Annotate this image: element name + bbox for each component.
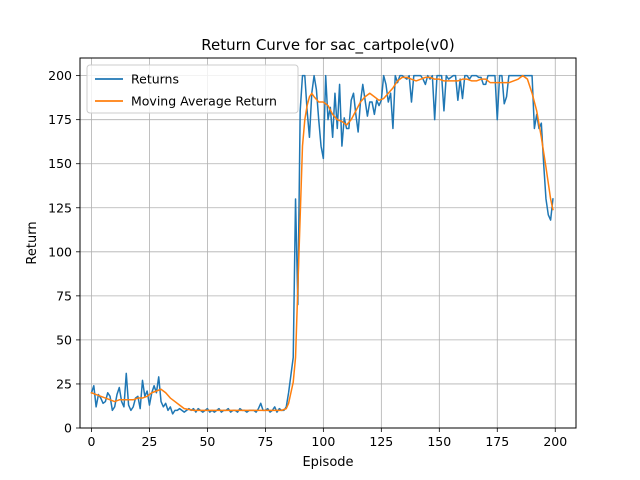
- y-tick-label: 150: [48, 156, 72, 171]
- y-axis-label: Return: [25, 221, 40, 264]
- series-line-moving-average: [90, 74, 554, 412]
- series-layer: [90, 74, 554, 415]
- legend-box: [86, 64, 299, 114]
- legend: Returns Moving Average Return: [86, 64, 299, 114]
- y-tick-label: 175: [48, 112, 72, 127]
- ticks: 0 25 50 75 100 125 150 175 200 0 25 50 75 100 125 150 17…: [48, 68, 567, 449]
- legend-label: Moving Average Return: [131, 94, 277, 109]
- x-tick-label: 0: [88, 434, 96, 449]
- y-tick-label: 75: [56, 288, 72, 303]
- chart-title: Return Curve for sac_cartpole(v0): [201, 36, 454, 55]
- x-tick-label: 125: [369, 434, 393, 449]
- series-line-returns: [90, 74, 554, 415]
- x-tick-label: 150: [427, 434, 451, 449]
- x-tick-label: 200: [543, 434, 567, 449]
- legend-label: Returns: [131, 72, 179, 87]
- y-tick-label: 25: [56, 376, 72, 391]
- x-tick-label: 50: [199, 434, 215, 449]
- x-tick-label: 75: [257, 434, 273, 449]
- x-axis-label: Episode: [302, 455, 353, 470]
- x-tick-label: 25: [141, 434, 157, 449]
- y-tick-label: 200: [48, 68, 72, 83]
- x-tick-label: 175: [485, 434, 509, 449]
- x-tick-label: 100: [311, 434, 335, 449]
- y-tick-label: 0: [64, 421, 72, 436]
- plot-frame: [79, 57, 577, 429]
- y-tick-label: 100: [48, 244, 72, 259]
- y-tick-label: 50: [56, 332, 72, 347]
- y-tick-label: 125: [48, 200, 72, 215]
